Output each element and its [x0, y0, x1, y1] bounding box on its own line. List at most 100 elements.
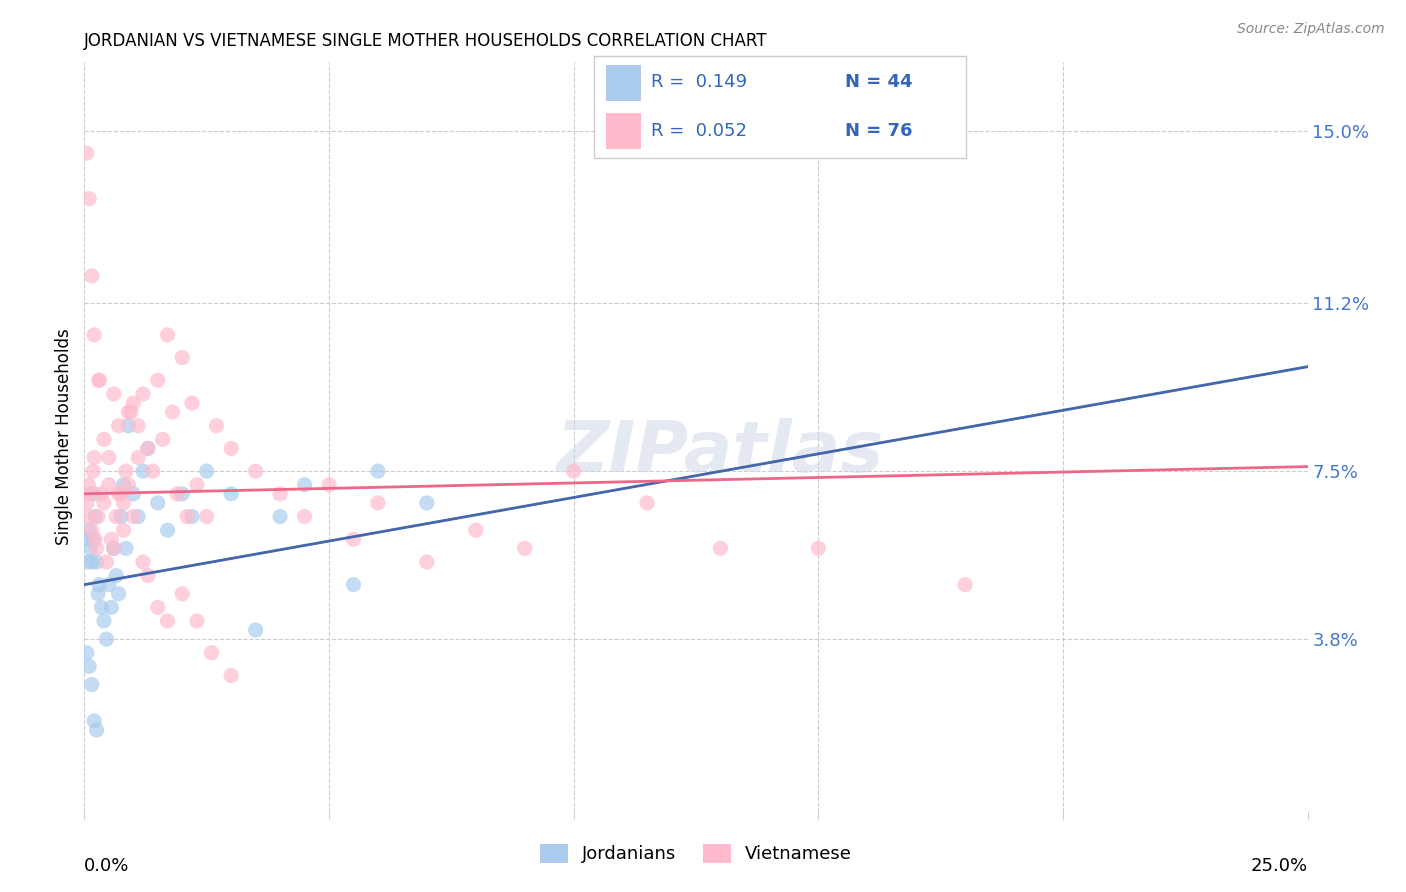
Point [77, 477, 100, 491]
FancyBboxPatch shape [595, 55, 966, 159]
Point [87, 587, 110, 601]
Point [127, 509, 149, 524]
Point [245, 623, 267, 637]
Point [77, 192, 100, 206]
Point [84, 509, 107, 524]
Point [136, 568, 159, 582]
Point [107, 587, 129, 601]
Point [195, 464, 218, 478]
Point [181, 509, 204, 524]
Point [132, 555, 155, 569]
Point [79, 541, 101, 556]
Point [205, 418, 228, 433]
Point [120, 405, 142, 419]
Point [162, 405, 184, 419]
Text: 0.0%: 0.0% [84, 856, 129, 875]
Point [342, 577, 364, 591]
Point [77, 555, 100, 569]
Legend: Jordanians, Vietnamese: Jordanians, Vietnamese [533, 837, 859, 870]
Point [90, 487, 112, 501]
Point [709, 541, 731, 556]
Point [87, 577, 110, 591]
Point [115, 464, 138, 478]
Point [146, 600, 169, 615]
Point [318, 477, 340, 491]
Text: Source: ZipAtlas.com: Source: ZipAtlas.com [1237, 22, 1385, 37]
Point [117, 477, 139, 491]
Point [269, 509, 291, 524]
Point [82, 533, 104, 547]
Point [181, 396, 204, 410]
Point [122, 509, 145, 524]
Point [269, 487, 291, 501]
Point [86, 541, 108, 556]
Point [219, 487, 242, 501]
Point [953, 577, 976, 591]
Y-axis label: Single Mother Households: Single Mother Households [55, 329, 73, 545]
Point [464, 523, 486, 537]
Point [117, 418, 139, 433]
Point [90, 600, 112, 615]
Point [416, 496, 439, 510]
Point [76, 533, 98, 547]
Point [416, 555, 439, 569]
Point [294, 477, 316, 491]
FancyBboxPatch shape [606, 65, 640, 100]
Point [152, 433, 174, 447]
Point [110, 487, 132, 501]
Point [76, 496, 98, 510]
Point [172, 351, 194, 365]
Point [127, 418, 149, 433]
Point [97, 450, 120, 465]
Point [76, 646, 98, 660]
Point [107, 418, 129, 433]
Point [93, 433, 115, 447]
Point [83, 327, 105, 342]
Point [156, 614, 179, 628]
Point [112, 496, 135, 510]
Point [105, 568, 128, 582]
Point [80, 555, 103, 569]
Point [80, 268, 103, 283]
Point [132, 387, 155, 401]
Point [87, 373, 110, 387]
Point [86, 723, 108, 737]
Point [200, 646, 222, 660]
Point [77, 659, 100, 673]
Point [166, 487, 188, 501]
Point [132, 464, 155, 478]
Point [146, 496, 169, 510]
Point [87, 509, 110, 524]
Point [82, 464, 104, 478]
Point [79, 487, 101, 501]
Point [245, 464, 267, 478]
Point [122, 396, 145, 410]
Point [636, 496, 658, 510]
Point [110, 509, 132, 524]
Point [96, 555, 118, 569]
Point [172, 587, 194, 601]
Point [136, 442, 159, 456]
Point [142, 464, 165, 478]
Point [122, 487, 145, 501]
Point [100, 600, 122, 615]
Point [156, 327, 179, 342]
Point [103, 541, 125, 556]
Point [176, 509, 198, 524]
Point [219, 442, 242, 456]
Point [112, 477, 135, 491]
Point [807, 541, 830, 556]
Point [84, 533, 107, 547]
Point [93, 496, 115, 510]
Point [156, 523, 179, 537]
Point [146, 373, 169, 387]
Point [342, 533, 364, 547]
Point [77, 509, 100, 524]
Point [107, 487, 129, 501]
Point [83, 487, 105, 501]
Text: ZIPatlas: ZIPatlas [557, 417, 884, 486]
Point [103, 541, 125, 556]
Point [103, 387, 125, 401]
Point [77, 523, 100, 537]
Point [83, 714, 105, 728]
